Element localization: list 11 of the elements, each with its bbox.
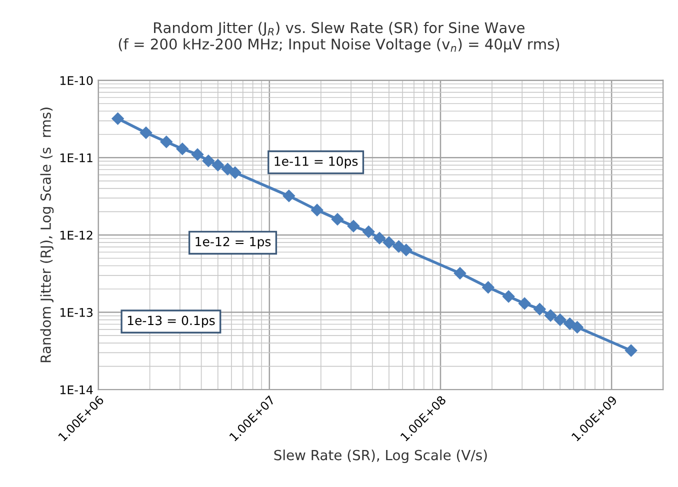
y-tick-label: 1E-11 xyxy=(60,154,92,162)
annotation: 1e-11 = 10ps xyxy=(274,156,358,168)
y-tick-label: 1E-14 xyxy=(60,385,93,394)
annotation: 1e-13 = 0.1ps xyxy=(128,316,215,328)
chart-title: Random Jitter (J$_{R}$) vs. Slew Rate (SR) for Sine Wave (f = 200 kHz-200 MHz; Input Noise Voltage (v$_{n}$) = 40µV rms) xyxy=(118,22,560,52)
annotation: 1e-12 = 1ps xyxy=(196,236,271,249)
y-tick-label: 1E-10 xyxy=(60,76,93,86)
y-axis-title: Random Jitter (RJ), Log Scale (s rms) xyxy=(40,108,54,362)
x-axis-title: Slew Rate (SR), Log Scale (V/s) xyxy=(274,450,487,464)
y-tick-label: 1E-12 xyxy=(60,230,92,240)
y-tick-label: 1E-13 xyxy=(60,308,92,317)
